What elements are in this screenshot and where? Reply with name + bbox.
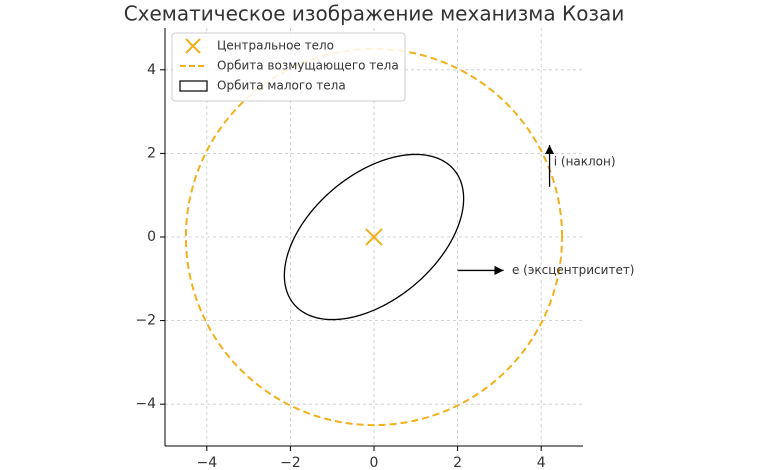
x-tick-label: −2 xyxy=(280,455,301,470)
x-tick-label: 4 xyxy=(537,455,546,470)
legend-label: Центральное тело xyxy=(217,39,334,53)
y-tick-label: 0 xyxy=(147,229,156,245)
small-body-orbit xyxy=(283,153,465,321)
legend-swatch xyxy=(179,80,208,92)
y-tick-label: −2 xyxy=(135,313,156,329)
x-tick-label: −4 xyxy=(196,455,217,470)
legend-label: Орбита малого тела xyxy=(217,79,346,93)
y-tick-label: 2 xyxy=(147,145,156,161)
perturber-orbit xyxy=(184,47,564,427)
x-tick-label: 0 xyxy=(370,455,379,470)
chart-title: Схематическое изображение механизма Коза… xyxy=(124,2,625,26)
x-tick-label: 2 xyxy=(453,455,462,470)
legend: Центральное тело Орбита возмущающего тела… xyxy=(171,32,406,102)
annotation-text: i (наклон) xyxy=(554,154,616,168)
legend-swatch xyxy=(185,38,201,54)
y-tick-label: 4 xyxy=(147,62,156,78)
legend-box xyxy=(171,32,406,102)
y-tick-label: −4 xyxy=(135,396,156,412)
legend-label: Орбита возмущающего тела xyxy=(217,59,399,73)
annotation-text: e (эксцентриситет) xyxy=(512,263,635,277)
central-body xyxy=(365,228,383,246)
